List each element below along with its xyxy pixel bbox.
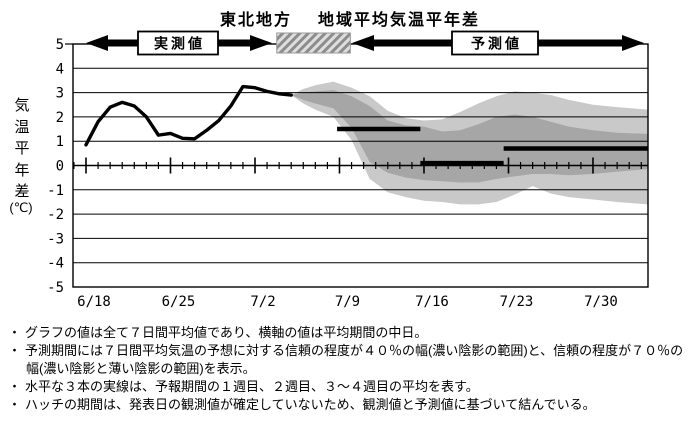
bullet-icon: ・ xyxy=(8,397,22,412)
x-tick-label: 7/9 xyxy=(335,294,360,310)
forecast-label: 予測値 xyxy=(471,36,522,52)
observed-arrow-right-icon xyxy=(250,35,272,51)
page-title: 東北地方 地域平均気温平年差 xyxy=(0,6,700,30)
footnotes: ・グラフの値は全て７日間平均値であり、横軸の値は平均期間の中日。・予測期間には７… xyxy=(8,324,696,414)
y-tick-label: 0 xyxy=(56,159,64,175)
temperature-anomaly-plot: 実測値 予測値 5 4 3 2 1 0 -1 -2 -3 -4 -5 6/18 6/25 7/2 7/9 7/16… xyxy=(47,30,649,310)
note-item: ・予測期間には７日間平均気温の予想に対する信頼の程度が４０％の幅(濃い陰影の範囲… xyxy=(8,343,684,376)
y-axis-title-char: 気 xyxy=(14,97,30,114)
forecast-arrow-left-icon xyxy=(352,35,374,51)
forecast-arrow-right-icon xyxy=(622,35,644,51)
y-tick-label: -2 xyxy=(47,207,64,223)
observed-label: 実測値 xyxy=(154,36,205,52)
y-axis-title: 気温平年差 xyxy=(12,95,32,203)
bullet-icon: ・ xyxy=(8,325,22,340)
y-axis-unit: (℃) xyxy=(9,200,33,215)
y-tick-label: -3 xyxy=(47,231,64,247)
bullet-icon: ・ xyxy=(8,343,22,358)
bullet-icon: ・ xyxy=(8,379,22,394)
y-tick-label: -5 xyxy=(47,280,64,296)
region-name: 東北地方 xyxy=(219,12,292,29)
note-item: ・ハッチの期間は、発表日の観測値が確定していないため、観測値と予測値に基づいて結… xyxy=(8,397,596,412)
confidence-band-40 xyxy=(291,90,648,183)
y-axis-title-char: 平 xyxy=(14,140,30,157)
observed-line xyxy=(84,84,293,147)
y-tick-label: 3 xyxy=(56,86,64,102)
x-tick-label: 6/18 xyxy=(77,294,111,310)
note-item: ・グラフの値は全て７日間平均値であり、横軸の値は平均期間の中日。 xyxy=(8,325,428,340)
x-tick-label: 7/16 xyxy=(415,294,449,310)
y-tick-label: -1 xyxy=(47,183,64,199)
chart-title-text: 地域平均気温平年差 xyxy=(318,12,481,29)
x-tick-label: 7/30 xyxy=(584,294,618,310)
y-tick-label: 5 xyxy=(56,37,64,53)
x-tick-label: 6/25 xyxy=(162,294,196,310)
forecast-label-box xyxy=(451,30,539,56)
hatch-period-box xyxy=(276,32,351,54)
y-axis-title-char: 年 xyxy=(14,161,30,179)
footnote-list: ・グラフの値は全て７日間平均値であり、横軸の値は平均期間の中日。・予測期間には７… xyxy=(8,324,696,414)
y-axis-title-char: 温 xyxy=(14,118,30,136)
observed-label-box xyxy=(137,30,219,56)
x-tick-label: 7/23 xyxy=(500,294,534,310)
y-tick-label: -4 xyxy=(47,256,64,272)
x-tick-label: 7/2 xyxy=(250,294,275,310)
y-tick-label: 2 xyxy=(56,110,64,126)
y-tick-label: 4 xyxy=(56,61,64,77)
note-item: ・水平な３本の実線は、予報期間の１週目、２週目、３～４週目の平均を表す。 xyxy=(8,379,479,394)
observed-arrow-left-icon xyxy=(86,35,108,51)
y-axis-title-char: 差 xyxy=(14,183,30,200)
y-tick-label: 1 xyxy=(56,134,64,150)
